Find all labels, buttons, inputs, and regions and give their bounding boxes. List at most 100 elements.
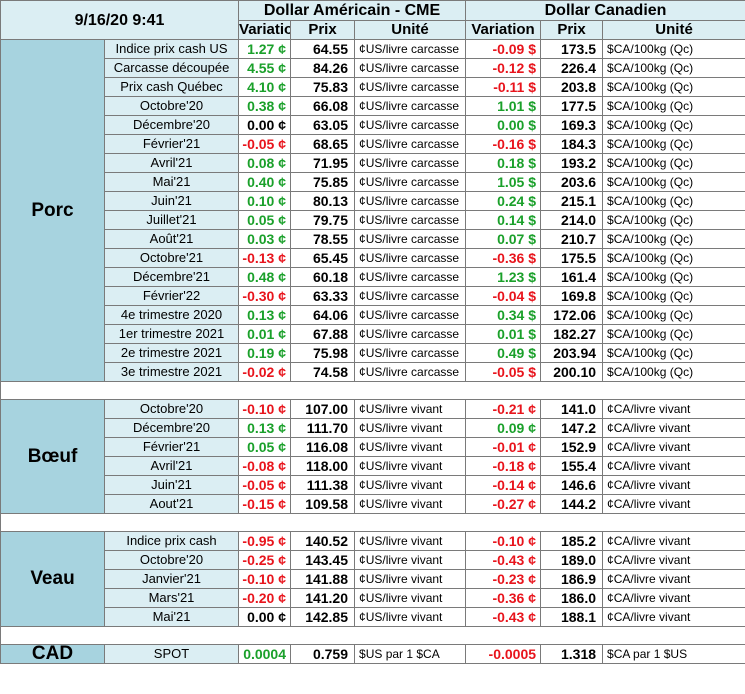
usd-unite: ¢US/livre carcasse (354, 286, 467, 306)
cad-variation: 0.14 $ (465, 210, 542, 230)
usd-variation-header: Variation (238, 20, 292, 40)
cad-variation: 0.09 ¢ (465, 418, 542, 438)
cad-prix: 186.9 (540, 569, 604, 589)
table-row: CAD SPOT 0.0004 0.759 $US par 1 $CA -0.0005 1.… (0, 644, 745, 664)
cad-unite: $CA/100kg (Qc) (602, 39, 745, 59)
cad-unite: $CA/100kg (Qc) (602, 324, 745, 344)
usd-variation: 4.55 ¢ (238, 58, 292, 78)
usd-variation: 0.13 ¢ (238, 305, 292, 325)
usd-variation: -0.30 ¢ (238, 286, 292, 306)
cad-unite: ¢CA/livre vivant (602, 607, 745, 627)
usd-unite: ¢US/livre vivant (354, 531, 467, 551)
usd-prix: 75.83 (290, 77, 356, 97)
usd-prix: 109.58 (290, 494, 356, 514)
table-row: Octobre'21 -0.13 ¢ 65.45 ¢US/livre carcasse… (1, 248, 745, 268)
usd-prix: 75.98 (290, 343, 356, 363)
usd-variation: 0.08 ¢ (238, 153, 292, 173)
table-row: Janvier'21 -0.10 ¢ 141.88 ¢US/livre vivant -… (1, 569, 745, 589)
table-row: Octobre'20 -0.25 ¢ 143.45 ¢US/livre vivant -… (1, 550, 745, 570)
usd-prix: 140.52 (290, 531, 356, 551)
cad-prix: 182.27 (540, 324, 604, 344)
row-label: Prix cash Québec (103, 77, 240, 97)
cad-prix: 189.0 (540, 550, 604, 570)
cad-variation: -0.05 $ (465, 362, 542, 382)
category-3: CAD (0, 644, 105, 664)
usd-variation: 1.27 ¢ (238, 39, 292, 59)
cad-unite: $CA/100kg (Qc) (602, 305, 745, 325)
cad-variation: 1.05 $ (465, 172, 542, 192)
cad-unite: ¢CA/livre vivant (602, 475, 745, 495)
row-label: Indice prix cash US (103, 39, 240, 59)
cad-unite: $CA par 1 $US (602, 644, 745, 664)
cad-variation: 0.00 $ (465, 115, 542, 135)
cad-variation-header: Variation (465, 20, 542, 40)
cad-prix: 169.3 (540, 115, 604, 135)
row-label: Décembre'21 (103, 267, 240, 287)
cad-prix: 226.4 (540, 58, 604, 78)
cad-variation: -0.36 ¢ (465, 588, 542, 608)
cad-prix: 186.0 (540, 588, 604, 608)
row-label: Février'21 (103, 134, 240, 154)
cad-variation: -0.36 $ (465, 248, 542, 268)
table-row: Février'21 -0.05 ¢ 68.65 ¢US/livre carcasse… (1, 134, 745, 154)
cad-unite: $CA/100kg (Qc) (602, 210, 745, 230)
usd-variation: -0.08 ¢ (238, 456, 292, 476)
cad-variation: 0.24 $ (465, 191, 542, 211)
usd-prix: 116.08 (290, 437, 356, 457)
cad-prix: 169.8 (540, 286, 604, 306)
table-row: Décembre'21 0.48 ¢ 60.18 ¢US/livre carcasse… (1, 267, 745, 287)
spacer-cell (0, 381, 745, 400)
usd-variation: -0.20 ¢ (238, 588, 292, 608)
cad-prix: 141.0 (540, 399, 604, 419)
cad-variation: 0.49 $ (465, 343, 542, 363)
table-body: Porc Indice prix cash US 1.27 ¢ 64.55 ¢US/li… (0, 39, 745, 664)
cad-variation: 1.01 $ (465, 96, 542, 116)
cad-variation: -0.10 ¢ (465, 531, 542, 551)
table-header: 9/16/20 9:41 Dollar Américain - CME Doll… (0, 0, 745, 40)
row-label: Avril'21 (103, 153, 240, 173)
usd-prix-header: Prix (290, 20, 356, 40)
usd-unite: ¢US/livre carcasse (354, 134, 467, 154)
table-row: Mai'21 0.40 ¢ 75.85 ¢US/livre carcasse 1.05 … (1, 172, 745, 192)
table-row: Mai'21 0.00 ¢ 142.85 ¢US/livre vivant -0.43 … (1, 607, 745, 627)
usd-unite: ¢US/livre carcasse (354, 248, 467, 268)
row-label: Décembre'20 (103, 115, 240, 135)
table-row: Bœuf Octobre'20 -0.10 ¢ 107.00 ¢US/livre viv… (0, 399, 745, 514)
usd-prix: 63.33 (290, 286, 356, 306)
row-label: Janvier'21 (103, 569, 240, 589)
cad-prix-header: Prix (540, 20, 604, 40)
table-row: Porc Indice prix cash US 1.27 ¢ 64.55 ¢US/li… (0, 39, 745, 382)
cad-prix: 200.10 (540, 362, 604, 382)
cad-prix: 193.2 (540, 153, 604, 173)
usd-unite: ¢US/livre carcasse (354, 362, 467, 382)
cad-unite: $CA/100kg (Qc) (602, 172, 745, 192)
cad-variation: -0.43 ¢ (465, 607, 542, 627)
cad-unite: ¢CA/livre vivant (602, 531, 745, 551)
table-row: Mars'21 -0.20 ¢ 141.20 ¢US/livre vivant -0.3… (1, 588, 745, 608)
row-label: Février'22 (103, 286, 240, 306)
row-label: Juillet'21 (103, 210, 240, 230)
cad-prix: 188.1 (540, 607, 604, 627)
cad-unite: $CA/100kg (Qc) (602, 77, 745, 97)
usd-unite-header: Unité (354, 20, 467, 40)
row-label: Carcasse découpée (103, 58, 240, 78)
usd-unite: ¢US/livre vivant (354, 437, 467, 457)
usd-unite: ¢US/livre carcasse (354, 324, 467, 344)
cad-variation: -0.11 $ (465, 77, 542, 97)
usd-prix: 67.88 (290, 324, 356, 344)
section-spacer (0, 513, 745, 532)
usd-prix: 141.88 (290, 569, 356, 589)
usd-unite: ¢US/livre carcasse (354, 229, 467, 249)
cad-prix: 177.5 (540, 96, 604, 116)
usd-variation: -0.02 ¢ (238, 362, 292, 382)
cad-prix: 184.3 (540, 134, 604, 154)
usd-unite: ¢US/livre carcasse (354, 58, 467, 78)
usd-prix: 64.06 (290, 305, 356, 325)
row-label: Mai'21 (103, 172, 240, 192)
cad-unite-header: Unité (602, 20, 745, 40)
cad-variation: -0.18 ¢ (465, 456, 542, 476)
category-0: Porc (0, 39, 105, 382)
usd-variation: -0.25 ¢ (238, 550, 292, 570)
spacer-cell (0, 626, 745, 645)
row-label: Octobre'20 (103, 96, 240, 116)
